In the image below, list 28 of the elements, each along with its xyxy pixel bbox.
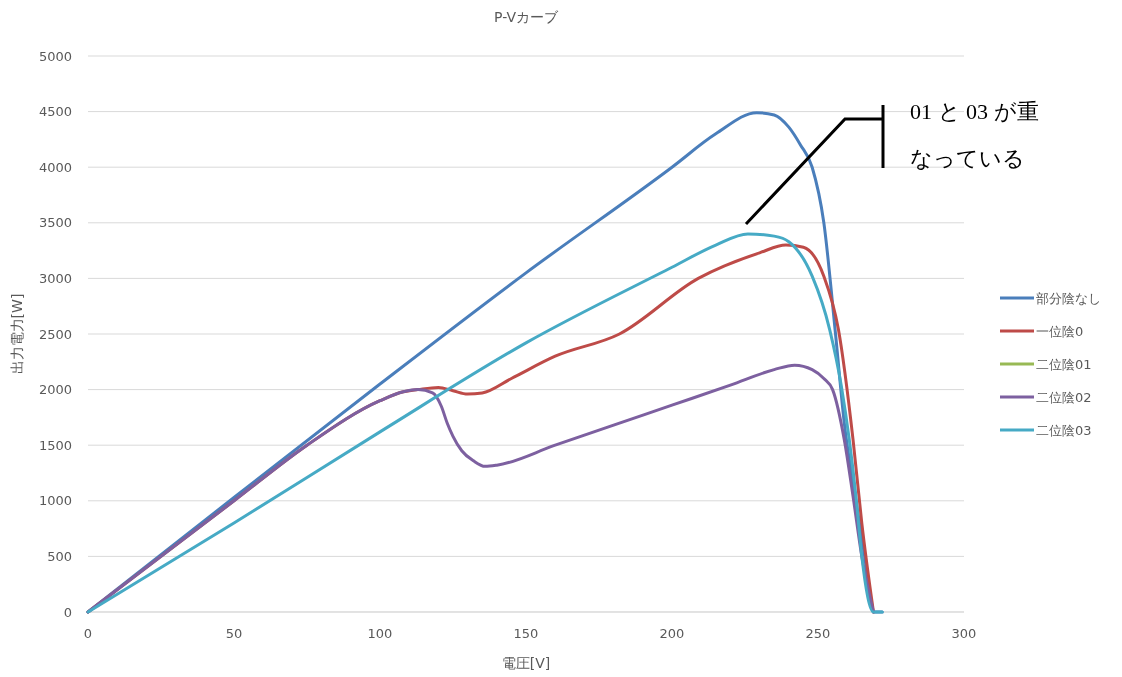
legend-label: 一位陰0 [1036, 323, 1084, 339]
x-tick-label: 100 [367, 626, 393, 641]
annotation: 01 と 03 が重なっている [910, 99, 1039, 171]
y-tick-label: 5000 [38, 48, 72, 64]
chart-title: P-Vカーブ [494, 9, 559, 25]
y-tick-label: 4000 [38, 159, 72, 175]
x-tick-label: 150 [513, 626, 539, 641]
y-tick-label: 3500 [38, 215, 72, 231]
y-tick-label: 2000 [38, 382, 72, 398]
line-series [86, 363, 875, 614]
x-tick-label: 250 [805, 626, 831, 641]
y-axis-title: 出力電力[W] [9, 293, 25, 375]
legend-label: 二位陰01 [1036, 356, 1092, 372]
y-tick-label: 2500 [38, 326, 72, 342]
y-tick-label: 3000 [38, 270, 72, 286]
y-tick-label: 1500 [38, 437, 72, 453]
x-tick-label: 50 [225, 626, 243, 641]
x-tick-label: 200 [659, 626, 685, 641]
legend-label: 二位陰03 [1036, 422, 1092, 438]
legend-label: 二位陰02 [1036, 389, 1092, 405]
x-tick-label: 0 [83, 626, 93, 641]
y-tick-label: 1000 [38, 493, 72, 509]
legend-label: 部分陰なし [1036, 290, 1101, 306]
x-axis-title: 電圧[V] [501, 655, 551, 671]
y-tick-label: 0 [63, 604, 72, 620]
x-tick-label: 300 [951, 626, 977, 641]
y-tick-label: 4500 [38, 104, 72, 120]
y-tick-label: 500 [47, 548, 72, 564]
